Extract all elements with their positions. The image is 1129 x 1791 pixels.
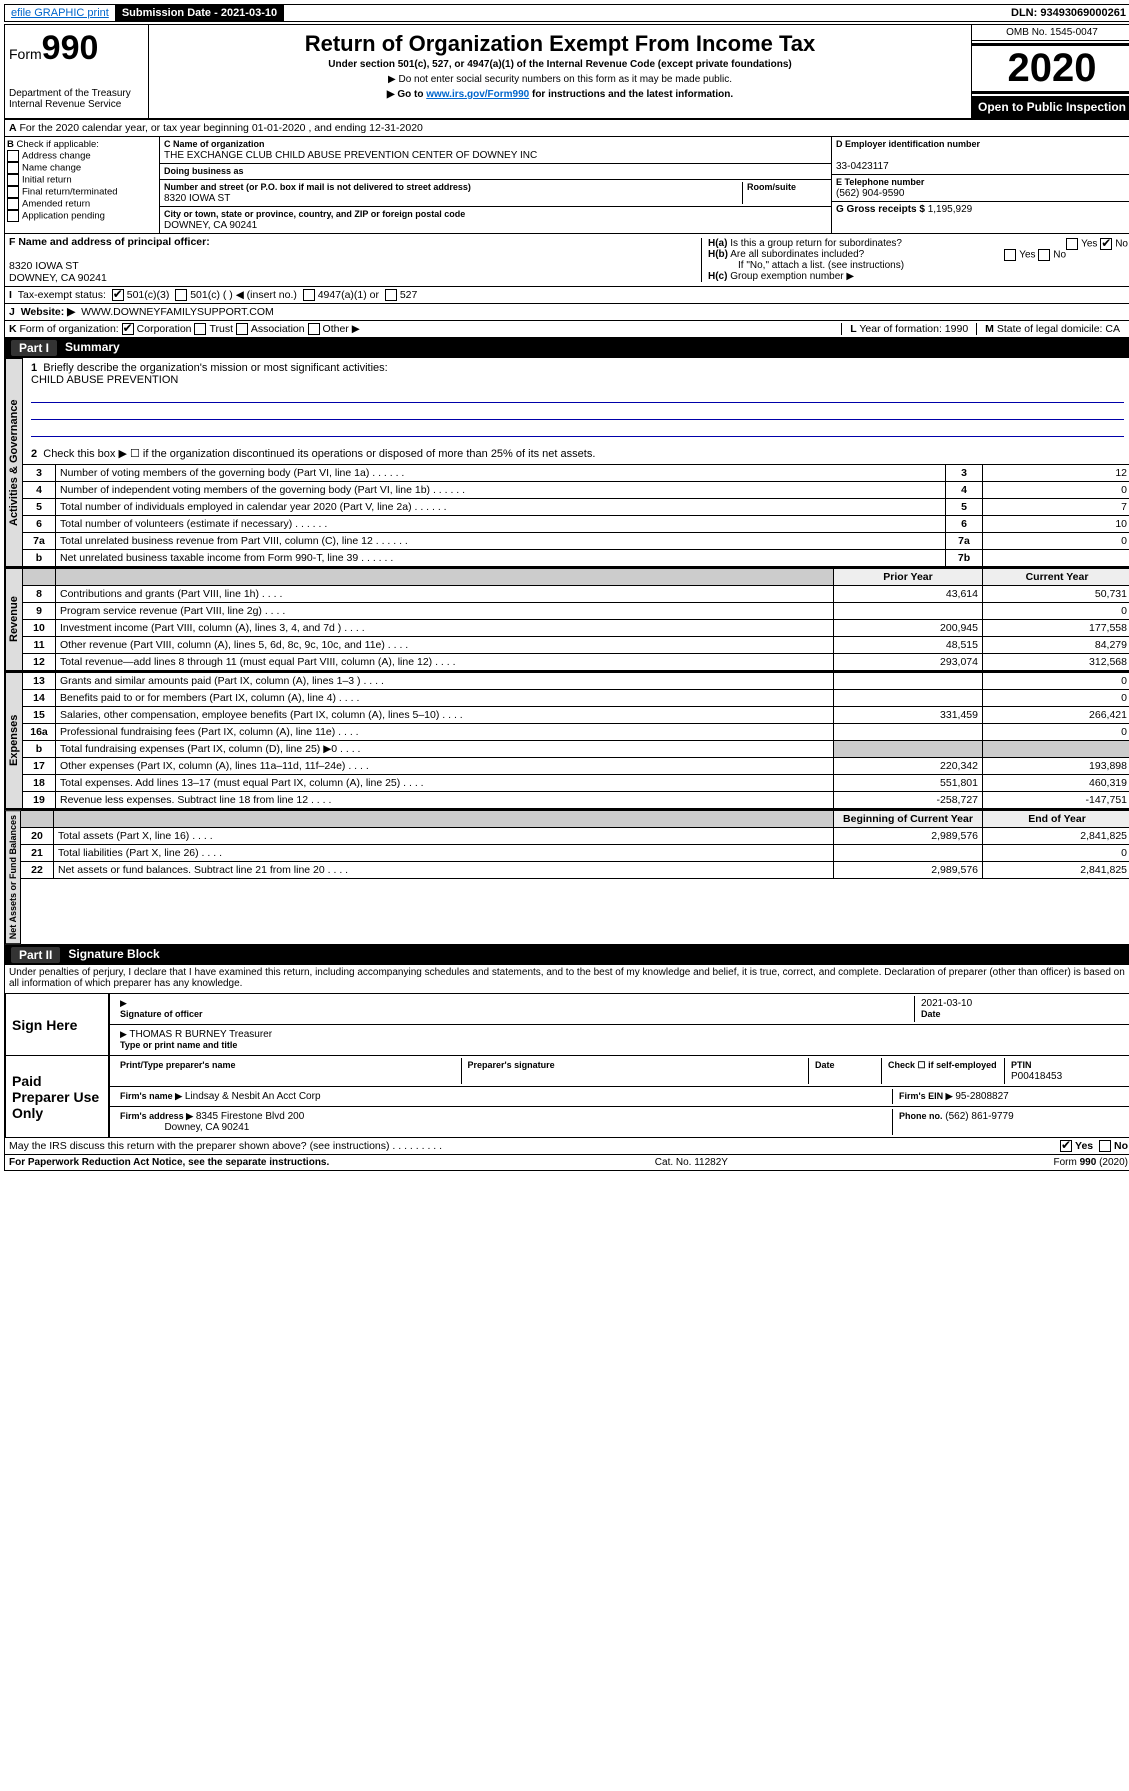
dln: DLN: 93493069000261 [1005, 5, 1129, 21]
table-row: bTotal fundraising expenses (Part IX, co… [23, 741, 1129, 758]
officer-name: THOMAS R BURNEY Treasurer [129, 1029, 272, 1040]
tab-net-assets: Net Assets or Fund Balances [5, 810, 21, 944]
chk-application-pending[interactable] [7, 210, 19, 222]
table-row: 11Other revenue (Part VIII, column (A), … [23, 637, 1129, 654]
tab-expenses: Expenses [5, 672, 23, 809]
table-row: 14Benefits paid to or for members (Part … [23, 690, 1129, 707]
website: WWW.DOWNEYFAMILYSUPPORT.COM [81, 306, 274, 318]
form-subtitle: Under section 501(c), 527, or 4947(a)(1)… [157, 59, 963, 70]
chk-trust[interactable] [194, 323, 206, 335]
firm-address: 8345 Firestone Blvd 200 [196, 1111, 304, 1122]
governance-table: 3Number of voting members of the governi… [23, 464, 1129, 567]
ein: 33-0423117 [836, 161, 889, 172]
table-row: 16aProfessional fundraising fees (Part I… [23, 724, 1129, 741]
table-row: 9Program service revenue (Part VIII, lin… [23, 603, 1129, 620]
chk-corp[interactable] [122, 323, 134, 335]
form-header: Form990 Department of the Treasury Inter… [5, 25, 1129, 120]
table-row: bNet unrelated business taxable income f… [23, 550, 1129, 567]
table-row: 15Salaries, other compensation, employee… [23, 707, 1129, 724]
chk-assoc[interactable] [236, 323, 248, 335]
paid-preparer-label: Paid Preparer Use Only [6, 1056, 110, 1137]
chk-address-change[interactable] [7, 150, 19, 162]
mission-text: CHILD ABUSE PREVENTION [31, 374, 178, 386]
chk-other[interactable] [308, 323, 320, 335]
tax-year: 2020 [972, 43, 1129, 94]
gross-receipts: 1,195,929 [928, 204, 973, 215]
table-row: 22Net assets or fund balances. Subtract … [21, 862, 1129, 879]
chk-4947[interactable] [303, 289, 315, 301]
table-row: 12Total revenue—add lines 8 through 11 (… [23, 654, 1129, 671]
table-row: 19Revenue less expenses. Subtract line 1… [23, 792, 1129, 809]
table-row: 17Other expenses (Part IX, column (A), l… [23, 758, 1129, 775]
table-row: 13Grants and similar amounts paid (Part … [23, 673, 1129, 690]
open-inspection: Open to Public Inspection [972, 96, 1129, 118]
chk-discuss-yes[interactable] [1060, 1140, 1072, 1152]
chk-final-return[interactable] [7, 186, 19, 198]
note-ssn: ▶ Do not enter social security numbers o… [157, 74, 963, 85]
table-row: 7aTotal unrelated business revenue from … [23, 533, 1129, 550]
form-number: Form990 [9, 29, 144, 68]
chk-ha-yes[interactable] [1066, 238, 1078, 250]
net-assets-table: Beginning of Current YearEnd of Year 20T… [21, 810, 1129, 879]
chk-initial-return[interactable] [7, 174, 19, 186]
dept-label: Department of the Treasury Internal Reve… [9, 88, 144, 110]
top-bar: efile GRAPHIC print Submission Date - 20… [4, 4, 1129, 22]
chk-hb-yes[interactable] [1004, 249, 1016, 261]
chk-hb-no[interactable] [1038, 249, 1050, 261]
part2-header: Part IISignature Block [5, 945, 1129, 965]
revenue-table: Prior YearCurrent Year 8Contributions an… [23, 568, 1129, 671]
firm-ein: 95-2808827 [955, 1091, 1008, 1102]
chk-501c3[interactable] [112, 289, 124, 301]
form-frame: Form990 Department of the Treasury Inter… [4, 24, 1129, 1171]
org-city: DOWNEY, CA 90241 [164, 220, 257, 231]
org-street: 8320 IOWA ST [164, 193, 230, 204]
line-j: J Website: ▶ WWW.DOWNEYFAMILYSUPPORT.COM [5, 304, 1129, 321]
section-b: B Check if applicable: Address change Na… [5, 137, 160, 233]
page-footer: For Paperwork Reduction Act Notice, see … [5, 1154, 1129, 1170]
tab-revenue: Revenue [5, 568, 23, 671]
table-row: 18Total expenses. Add lines 13–17 (must … [23, 775, 1129, 792]
table-row: 20Total assets (Part X, line 16) . . . .… [21, 828, 1129, 845]
table-row: 6Total number of volunteers (estimate if… [23, 516, 1129, 533]
table-row: 21Total liabilities (Part X, line 26) . … [21, 845, 1129, 862]
chk-ha-no[interactable] [1100, 238, 1112, 250]
irs-link[interactable]: www.irs.gov/Form990 [426, 89, 529, 100]
chk-amended-return[interactable] [7, 198, 19, 210]
section-c: C Name of organizationTHE EXCHANGE CLUB … [160, 137, 831, 233]
ptin: P00418453 [1011, 1071, 1062, 1082]
omb-number: OMB No. 1545-0047 [972, 25, 1129, 41]
org-name: THE EXCHANGE CLUB CHILD ABUSE PREVENTION… [164, 150, 537, 161]
discuss-line: May the IRS discuss this return with the… [5, 1138, 1129, 1154]
table-row: 3Number of voting members of the governi… [23, 465, 1129, 482]
table-row: 8Contributions and grants (Part VIII, li… [23, 586, 1129, 603]
chk-527[interactable] [385, 289, 397, 301]
table-row: 4Number of independent voting members of… [23, 482, 1129, 499]
note-link: ▶ Go to www.irs.gov/Form990 for instruct… [157, 89, 963, 100]
table-row: 10Investment income (Part VIII, column (… [23, 620, 1129, 637]
line-i: I Tax-exempt status: 501(c)(3) 501(c) ( … [5, 287, 1129, 304]
table-row: 5Total number of individuals employed in… [23, 499, 1129, 516]
section-h: H(a) Is this a group return for subordin… [701, 238, 1128, 282]
sign-here-label: Sign Here [6, 994, 110, 1055]
line-a: A For the 2020 calendar year, or tax yea… [5, 120, 1129, 137]
efile-link[interactable]: efile GRAPHIC print [5, 5, 116, 21]
chk-discuss-no[interactable] [1099, 1140, 1111, 1152]
chk-501c[interactable] [175, 289, 187, 301]
firm-phone: (562) 861-9779 [945, 1111, 1013, 1122]
expenses-table: 13Grants and similar amounts paid (Part … [23, 672, 1129, 809]
part1-header: Part ISummary [5, 338, 1129, 358]
form-title: Return of Organization Exempt From Incom… [157, 31, 963, 57]
section-f: F Name and address of principal officer:… [9, 236, 701, 284]
tab-governance: Activities & Governance [5, 358, 23, 567]
phone: (562) 904-9590 [836, 188, 904, 199]
section-deg: D Employer identification number33-04231… [831, 137, 1129, 233]
submission-date: Submission Date - 2021-03-10 [116, 5, 284, 21]
firm-name: Lindsay & Nesbit An Acct Corp [185, 1091, 321, 1102]
line-klm: K Form of organization: Corporation Trus… [5, 321, 1129, 338]
chk-name-change[interactable] [7, 162, 19, 174]
penalty-text: Under penalties of perjury, I declare th… [5, 965, 1129, 991]
